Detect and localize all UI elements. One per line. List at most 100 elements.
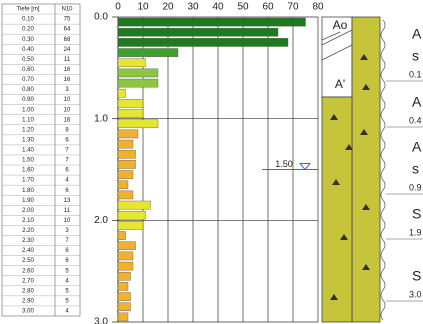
x-tick-label: 80 — [312, 2, 324, 13]
table-value: 10 — [64, 97, 71, 103]
bar — [118, 181, 128, 189]
bar — [118, 59, 146, 67]
table-value: 16 — [64, 67, 71, 73]
table-value: 11 — [64, 208, 71, 214]
bar — [118, 130, 138, 138]
bar — [118, 120, 158, 128]
bar — [118, 49, 178, 57]
table-depth: 1.60 — [22, 168, 34, 174]
bar — [118, 79, 158, 87]
table-value: 16 — [64, 117, 71, 123]
table-depth: 2.50 — [22, 258, 34, 264]
layer-depth: 0.1 — [409, 69, 422, 79]
bar — [118, 252, 133, 260]
layer-depth: 0.4 — [409, 115, 422, 125]
soil-column-fill — [322, 97, 352, 322]
bar — [118, 282, 128, 290]
table-depth: 1.90 — [22, 198, 34, 204]
table-depth: 1.30 — [22, 137, 34, 143]
table-depth: 1.10 — [22, 117, 34, 123]
layer-depth: 0.9 — [409, 182, 422, 192]
bar — [118, 38, 288, 46]
layer-label: S — [412, 206, 421, 222]
table-depth: 1.00 — [22, 107, 34, 113]
table-depth: 0.40 — [22, 47, 34, 53]
x-tick-label: 20 — [162, 2, 174, 13]
table-depth: 2.90 — [22, 298, 34, 304]
bar — [118, 150, 136, 158]
x-tick-label: 10 — [137, 2, 149, 13]
bar — [118, 293, 131, 301]
layer-depth: 1.9 — [409, 227, 422, 237]
table-depth: 1.70 — [22, 178, 34, 184]
table-value: 75 — [64, 17, 71, 23]
table-depth: 2.20 — [22, 228, 34, 234]
table-depth: 3.00 — [22, 309, 34, 315]
table-depth: 2.00 — [22, 208, 34, 214]
layer-label: s — [412, 161, 419, 177]
y-tick-label: 2.0 — [94, 215, 108, 226]
bar — [118, 110, 143, 118]
table-value: 64 — [64, 27, 71, 33]
column-label: Ao — [333, 18, 348, 32]
x-tick-label: 50 — [237, 2, 249, 13]
bar — [118, 262, 133, 270]
table-value: 13 — [64, 198, 71, 204]
y-tick-label: 3.0 — [94, 317, 108, 324]
table-depth: 2.30 — [22, 238, 34, 244]
table-depth: 0.80 — [22, 87, 34, 93]
bar — [118, 201, 151, 209]
layer-label: A — [412, 94, 422, 110]
bar — [118, 171, 133, 179]
table-depth: 1.20 — [22, 127, 34, 133]
soil-column — [322, 17, 385, 322]
table-depth: 0.70 — [22, 77, 34, 83]
water-level-label: 1.50 — [275, 159, 293, 169]
table-value: 10 — [64, 107, 71, 113]
table-depth: 2.80 — [22, 288, 34, 294]
x-tick-label: 70 — [287, 2, 299, 13]
water-level-symbol — [300, 164, 310, 170]
bar — [118, 99, 143, 107]
table-depth: 0.30 — [22, 37, 34, 43]
table-depth: 2.10 — [22, 218, 34, 224]
bar — [118, 272, 131, 280]
table-depth: 2.40 — [22, 248, 34, 254]
bar — [118, 191, 133, 199]
y-tick-label: 1.0 — [94, 113, 108, 124]
bar — [118, 313, 128, 321]
bar — [118, 140, 133, 148]
bar — [118, 28, 278, 36]
wavy-edge — [381, 20, 385, 320]
table-header: N10 — [61, 7, 73, 13]
layer-label: A — [412, 26, 422, 42]
x-tick-label: 30 — [187, 2, 199, 13]
y-tick-label: 0.0 — [94, 12, 108, 23]
table-header: Tiefe [m] — [16, 7, 39, 13]
table-value: 16 — [64, 77, 71, 83]
bar — [118, 232, 126, 240]
table-depth: 0.20 — [22, 27, 34, 33]
table-value: 10 — [64, 218, 71, 224]
table-value: 11 — [64, 57, 71, 63]
layer-label: s — [412, 48, 419, 64]
layer-label: A — [412, 139, 422, 155]
bar — [118, 18, 306, 26]
table-depth: 0.90 — [22, 97, 34, 103]
x-tick-label: 40 — [212, 2, 224, 13]
bar — [118, 242, 136, 250]
probing-log: Tiefe [m]N100.10750.20640.30680.40240.50… — [0, 0, 423, 324]
table-depth: 1.80 — [22, 188, 34, 194]
table-depth: 1.50 — [22, 158, 34, 164]
bar — [118, 221, 143, 229]
table-depth: 0.60 — [22, 67, 34, 73]
soil-column-fill — [352, 17, 380, 322]
layer-depth: 3.0 — [409, 289, 422, 299]
layer-label: S — [412, 268, 421, 284]
x-tick-label: 60 — [262, 2, 274, 13]
data-table: Tiefe [m]N100.10750.20640.30680.40240.50… — [2, 4, 80, 316]
table-depth: 2.60 — [22, 268, 34, 274]
column-label: A' — [335, 77, 345, 91]
table-value: 68 — [64, 37, 71, 43]
bar — [118, 69, 158, 77]
